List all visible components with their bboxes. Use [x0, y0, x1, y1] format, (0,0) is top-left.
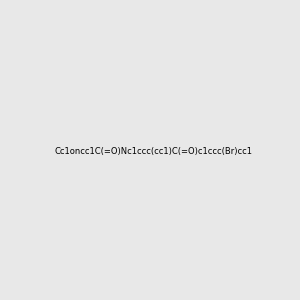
- Text: Cc1oncc1C(=O)Nc1ccc(cc1)C(=O)c1ccc(Br)cc1: Cc1oncc1C(=O)Nc1ccc(cc1)C(=O)c1ccc(Br)cc…: [55, 147, 253, 156]
